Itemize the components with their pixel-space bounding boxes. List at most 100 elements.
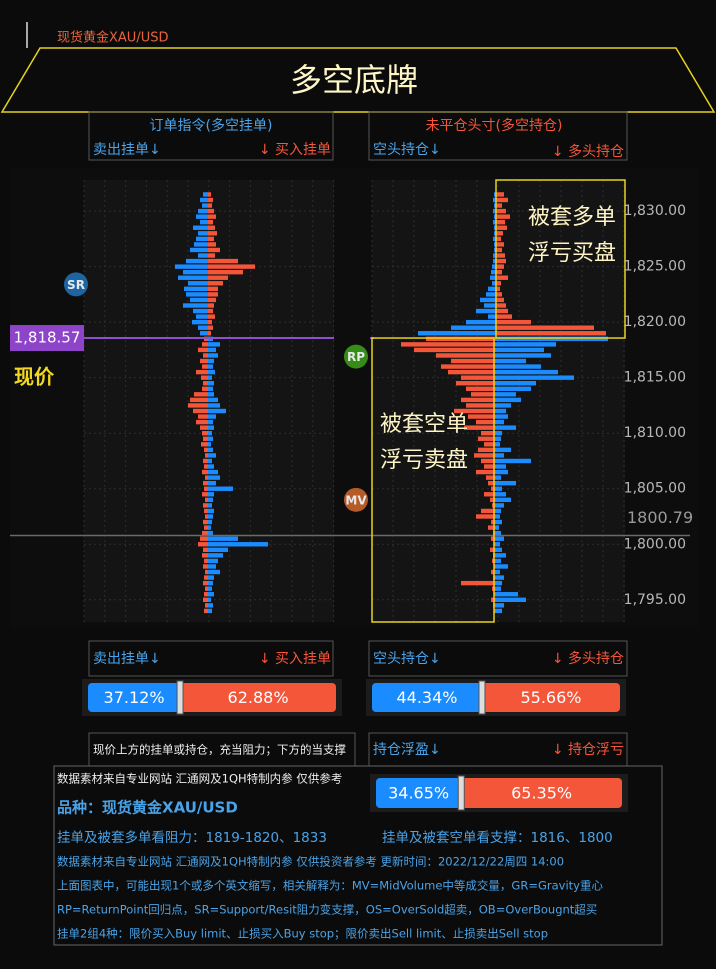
right-bar	[208, 208, 214, 214]
right-bar	[496, 597, 526, 602]
last-price-label: 1800.79	[627, 508, 693, 527]
left-bar	[204, 558, 208, 564]
right-bar	[496, 236, 501, 242]
left-bar	[205, 475, 208, 480]
ratio-right-label: 65.35%	[511, 784, 572, 803]
left-bar	[468, 414, 496, 419]
buy-orders-label: ↓ 买入挂单	[259, 142, 331, 158]
left-bar	[190, 397, 208, 403]
long-label: ↓ 多头持仓	[552, 143, 624, 160]
right-bar	[496, 414, 508, 419]
note-line: 挂单2组4种：限价买入Buy limit、止损买入Buy stop；限价卖出Se…	[57, 927, 548, 941]
right-bar	[208, 197, 213, 203]
right-bar	[496, 369, 558, 375]
left-bar	[201, 375, 208, 380]
right-bar	[496, 258, 506, 264]
right-bar	[208, 314, 215, 319]
right-bar	[208, 580, 213, 586]
right-bar	[496, 436, 501, 441]
left-bar	[492, 281, 496, 286]
right-bar	[208, 319, 212, 325]
instrument: 现货黄金XAU/USD	[57, 30, 168, 46]
right-bar	[208, 236, 214, 242]
right-bar	[208, 381, 214, 386]
position-panel-title: 未平仓头寸(多空持仓)	[426, 117, 563, 134]
left-bar	[493, 208, 496, 214]
order-panel-title: 订单指令(多空挂单)	[150, 117, 273, 134]
right-bar	[208, 458, 212, 464]
bars	[175, 192, 608, 614]
ratio-left	[88, 683, 181, 712]
right-bar	[496, 419, 504, 425]
right-bar	[496, 331, 606, 336]
left-bar	[401, 342, 496, 347]
sell-orders-label: 卖出挂单↓	[93, 651, 161, 667]
left-bar	[451, 358, 496, 364]
right-bar	[208, 564, 216, 569]
right-bar	[496, 286, 500, 292]
right-bar	[208, 203, 212, 208]
right-bar	[496, 503, 504, 508]
right-bar	[496, 453, 504, 458]
left-bar	[476, 308, 496, 314]
left-bar	[494, 592, 496, 597]
right-bar	[208, 297, 216, 303]
right-bar	[496, 519, 502, 525]
right-bar	[496, 447, 511, 453]
trapped-shorts-box	[371, 337, 495, 623]
left-bar	[461, 375, 496, 380]
ratio-handle	[478, 680, 486, 715]
right-bar	[208, 569, 220, 575]
left-bar	[188, 281, 208, 286]
right-bar	[208, 486, 233, 491]
left-bar	[196, 369, 208, 375]
right-bar	[496, 303, 506, 308]
right-bar	[208, 503, 212, 508]
long-label: ↓ 多头持仓	[552, 650, 624, 667]
right-bar	[208, 547, 228, 553]
right-bar	[208, 331, 211, 336]
right-bar	[496, 497, 511, 503]
right-bar	[208, 453, 216, 458]
right-bar	[496, 458, 531, 464]
position-header-box	[368, 111, 628, 161]
current-price-label: 1,818.57	[14, 329, 81, 347]
right-bar	[208, 192, 211, 197]
right-bar	[496, 342, 556, 347]
right-bar	[208, 530, 213, 536]
left-bar	[448, 369, 496, 375]
right-bar	[208, 508, 214, 514]
right-bar	[496, 431, 502, 436]
right-bar	[208, 536, 238, 541]
right-bar	[208, 431, 212, 436]
ratio-left	[376, 778, 462, 808]
left-bar	[471, 392, 496, 397]
right-bar	[208, 403, 220, 408]
right-bar	[208, 575, 214, 580]
buy-orders-label: ↓ 买入挂单	[259, 651, 331, 667]
right-bar	[208, 525, 211, 530]
left-bar	[484, 303, 496, 308]
left-bar	[491, 269, 496, 275]
marker	[344, 344, 368, 369]
left-bar	[494, 542, 496, 547]
left-bar	[486, 475, 496, 480]
right-bar	[496, 536, 504, 541]
right-bar	[208, 436, 213, 441]
right-bar	[496, 469, 508, 475]
rule-note: 现价上方的挂单或持仓，充当阻力；下方的当支撑	[93, 743, 346, 757]
left-bar	[200, 425, 208, 430]
right-bar	[496, 486, 502, 491]
left-bar	[198, 231, 208, 236]
left-bar	[488, 480, 496, 486]
left-bar	[488, 525, 496, 530]
left-bar	[481, 431, 496, 436]
sell-orders-label: 卖出挂单↓	[93, 142, 161, 158]
left-bar	[481, 508, 496, 514]
right-bar	[208, 347, 216, 353]
right-bar	[496, 192, 504, 197]
right-bar	[208, 264, 255, 269]
marker-label: SR	[67, 278, 85, 292]
right-bar	[496, 225, 507, 230]
left-bar	[494, 214, 496, 219]
